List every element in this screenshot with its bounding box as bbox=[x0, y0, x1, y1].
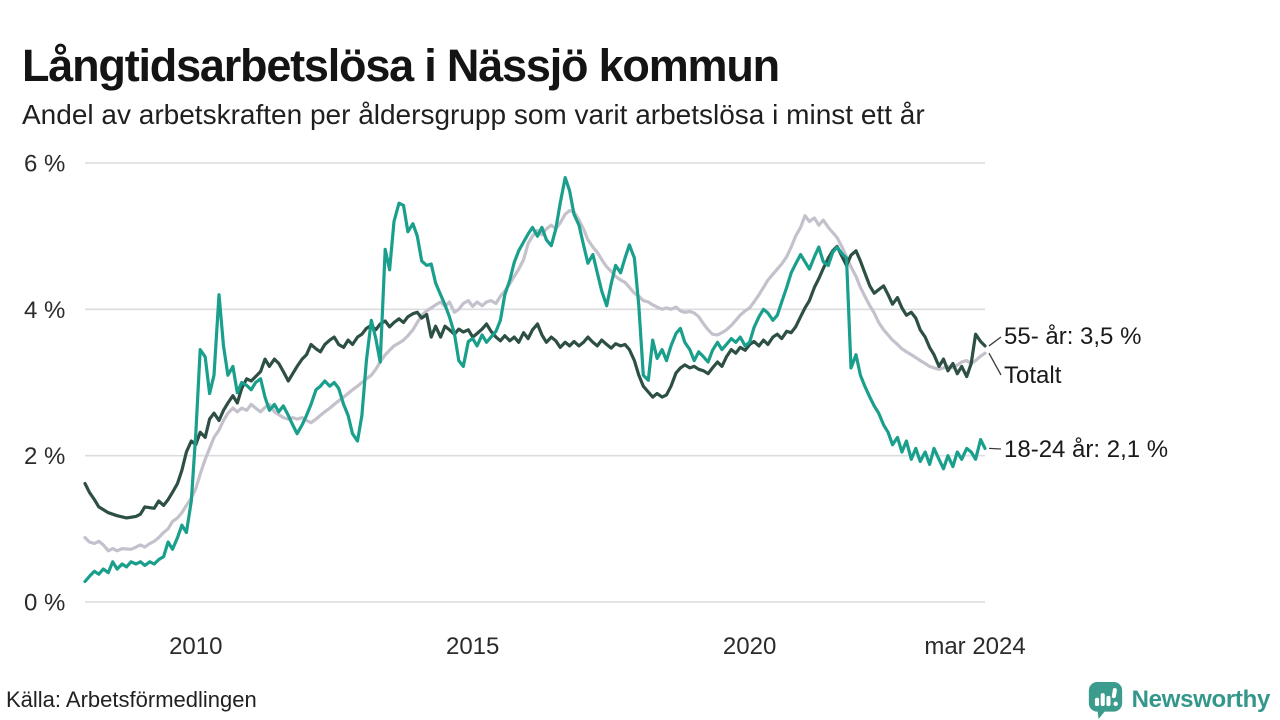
y-tick-label: 2 % bbox=[24, 443, 65, 470]
series-line-55-r bbox=[83, 244, 987, 520]
y-tick-label: 0 % bbox=[24, 590, 65, 617]
newsworthy-brand-text: Newsworthy bbox=[1131, 686, 1271, 713]
x-tick-label: 2015 bbox=[446, 633, 499, 660]
x-tick-label: 2020 bbox=[723, 633, 776, 660]
line-label-totalt: Totalt bbox=[1004, 362, 1062, 389]
chart-subtitle: Andel av arbetskraften per åldersgrupp s… bbox=[22, 99, 925, 130]
series-line-18-24-r bbox=[83, 176, 987, 584]
y-tick-label: 4 % bbox=[24, 297, 65, 324]
page-title: Långtidsarbetslösa i Nässjö kommun bbox=[22, 40, 780, 92]
line-label-55-ar: 55- år: 3,5 % bbox=[1004, 323, 1142, 350]
x-tick-label: 2010 bbox=[169, 633, 222, 660]
y-tick-label: 6 % bbox=[24, 151, 65, 178]
annotation-connector bbox=[988, 447, 1002, 450]
annotation-connector bbox=[988, 336, 1002, 347]
newsworthy-brand: Newsworthy bbox=[1087, 680, 1270, 720]
series-line-totalt bbox=[83, 209, 987, 553]
source-text: Källa: Arbetsförmedlingen bbox=[6, 687, 257, 712]
line-label-18-24-ar: 18-24 år: 2,1 % bbox=[1004, 436, 1169, 463]
x-tick-label: mar 2024 bbox=[924, 633, 1025, 660]
newsworthy-logo-icon bbox=[1088, 681, 1122, 719]
annotation-connector bbox=[988, 352, 1002, 376]
